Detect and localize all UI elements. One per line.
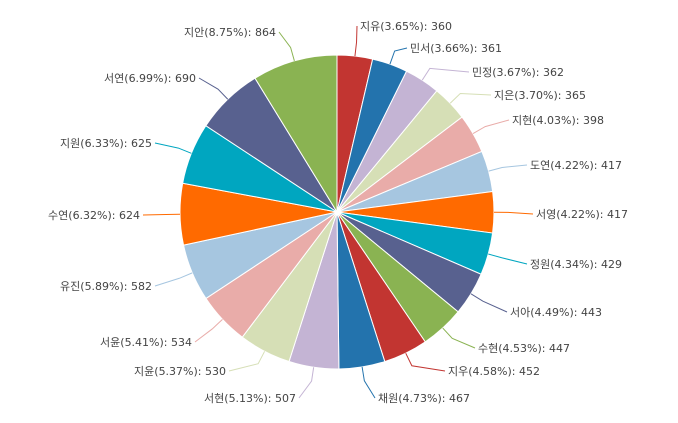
leader-line-유진 — [154, 272, 193, 287]
slice-label-수연: 수연(6.32%): 624 — [48, 209, 140, 222]
slice-label-서아: 서아(4.49%): 443 — [510, 306, 602, 319]
slice-label-수현: 수현(4.53%): 447 — [478, 342, 570, 355]
slice-label-민서: 민서(3.66%): 361 — [410, 42, 502, 55]
slice-label-서윤: 서윤(5.41%): 534 — [100, 336, 192, 349]
slice-label-지은: 지은(3.70%): 365 — [494, 89, 586, 102]
leader-line-수현 — [442, 327, 476, 349]
slice-label-서연: 서연(6.99%): 690 — [104, 72, 196, 85]
leader-line-민정 — [421, 67, 470, 81]
slice-label-지우: 지우(4.58%): 452 — [448, 365, 540, 378]
leader-line-정원 — [488, 253, 528, 265]
leader-line-민서 — [389, 47, 408, 65]
leader-line-지유 — [354, 25, 358, 57]
slice-label-지안: 지안(8.75%): 864 — [184, 26, 276, 39]
slice-label-서현: 서현(5.13%): 507 — [204, 392, 296, 405]
leader-line-도연 — [488, 164, 528, 172]
leader-line-지원 — [154, 142, 192, 154]
slice-label-민정: 민정(3.67%): 362 — [472, 66, 564, 79]
leader-line-지우 — [405, 352, 446, 372]
leader-line-서영 — [493, 211, 534, 215]
leader-line-지안 — [278, 31, 295, 62]
leader-line-지은 — [449, 93, 492, 104]
slice-label-도연: 도연(4.22%): 417 — [530, 159, 622, 172]
leader-line-서윤 — [194, 319, 223, 343]
leader-line-서연 — [198, 77, 229, 100]
slice-label-유진: 유진(5.89%): 582 — [60, 280, 152, 293]
leader-line-지윤 — [228, 351, 266, 372]
slice-label-정원: 정원(4.34%): 429 — [530, 258, 622, 271]
leader-line-지현 — [472, 119, 510, 135]
leader-line-서아 — [470, 293, 508, 313]
slice-label-채원: 채원(4.73%): 467 — [378, 392, 470, 405]
leader-line-서현 — [298, 367, 315, 399]
slice-label-서영: 서영(4.22%): 417 — [536, 208, 628, 221]
leader-line-수연 — [142, 213, 181, 216]
slice-label-지현: 지현(4.03%): 398 — [512, 114, 604, 127]
pie-slice-지안[interactable] — [254, 54, 338, 214]
slice-label-지원: 지원(6.33%): 625 — [60, 137, 152, 150]
slice-label-지윤: 지윤(5.37%): 530 — [134, 365, 226, 378]
leader-line-채원 — [361, 366, 376, 399]
slice-label-지유: 지유(3.65%): 360 — [360, 20, 452, 33]
